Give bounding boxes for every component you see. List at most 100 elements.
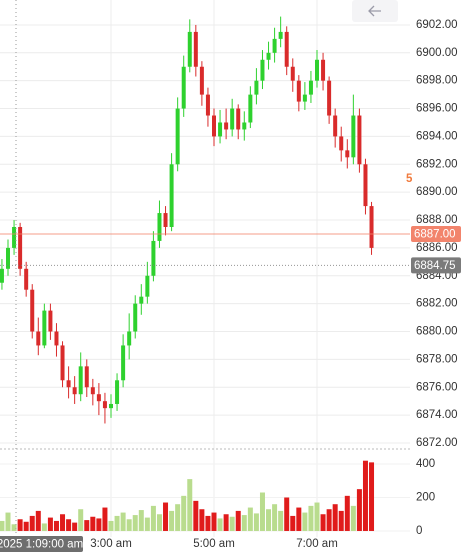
- countdown: 5: [406, 173, 413, 185]
- candle-body: [12, 226, 17, 248]
- y-tick-label: 6896.00: [416, 103, 458, 115]
- candle-body: [205, 94, 210, 116]
- candle-body: [109, 403, 113, 409]
- volume-bar: [102, 507, 108, 531]
- volume-bar: [326, 509, 332, 531]
- candle-body: [90, 387, 95, 395]
- x-tick-label: 3:00 am: [90, 538, 132, 550]
- candle-body: [175, 108, 180, 165]
- volume-bar: [169, 510, 175, 531]
- volume-bar: [205, 515, 211, 531]
- volume-bar: [314, 502, 320, 531]
- volume-bar: [181, 495, 187, 531]
- candle-body: [333, 115, 338, 137]
- candle-body: [236, 108, 241, 130]
- volume-bar: [150, 505, 156, 531]
- crosshair-label-box: [0, 536, 83, 552]
- candle-body: [278, 31, 283, 39]
- candle-body: [357, 115, 362, 165]
- candle-body: [266, 52, 271, 60]
- price-label: 6884.75: [414, 260, 456, 272]
- volume-bar: [187, 479, 193, 531]
- volume-bar: [356, 489, 362, 531]
- volume-bar: [266, 509, 272, 531]
- candle-body: [345, 150, 350, 158]
- y-tick-label: 6898.00: [416, 75, 458, 87]
- volume-tick-label: 200: [416, 492, 435, 504]
- volume-bar: [132, 515, 138, 531]
- volume-bar: [278, 510, 284, 531]
- candle-body: [163, 213, 168, 227]
- y-tick-label: 6878.00: [416, 353, 458, 365]
- volume-bar: [362, 460, 368, 531]
- candle-body: [169, 164, 174, 227]
- candle-body: [145, 275, 150, 297]
- y-tick-label: 6882.00: [416, 298, 458, 310]
- candle-body: [60, 345, 65, 381]
- price-label: 6887.00: [414, 228, 456, 240]
- volume-bar: [35, 510, 41, 531]
- volume-bar: [96, 518, 102, 531]
- x-tick-label: 5:00 am: [193, 538, 235, 550]
- back-arrow-icon: [368, 5, 381, 17]
- candle-body: [30, 289, 35, 332]
- volume-bar: [5, 512, 11, 531]
- candle-body: [66, 380, 71, 388]
- candle-body: [0, 268, 4, 283]
- volume-bar: [211, 512, 217, 531]
- y-tick-label: 6874.00: [416, 409, 458, 421]
- candle-body: [193, 31, 198, 67]
- candle-body: [242, 122, 247, 130]
- volume-bar: [272, 504, 278, 531]
- volume-bar: [235, 510, 241, 531]
- volume-bar: [223, 514, 229, 531]
- volume-bar: [11, 524, 17, 531]
- candle-body: [121, 345, 126, 381]
- candle-body: [127, 331, 132, 346]
- candle-body: [48, 310, 53, 332]
- price-label-box: [411, 225, 461, 242]
- y-tick-label: 6904.00: [416, 0, 458, 3]
- volume-tick-label: 0: [416, 525, 422, 537]
- candle-body: [72, 387, 77, 395]
- candle-body: [102, 401, 107, 409]
- candle-body: [115, 380, 120, 404]
- candle-body: [78, 366, 83, 395]
- y-tick-label: 6902.00: [416, 19, 458, 31]
- volume-bar: [84, 520, 90, 531]
- volume-bar: [163, 502, 169, 531]
- volume-bar: [229, 516, 235, 531]
- volume-bar: [60, 514, 66, 531]
- candle-body: [363, 164, 368, 207]
- candle-body: [321, 59, 326, 81]
- candle-body: [84, 366, 89, 388]
- candle-body: [351, 115, 356, 158]
- volume-bar: [338, 510, 344, 531]
- overlay: 6887.00 6884.75 5 2025 1:09:00 am: [0, 173, 461, 552]
- volume-tick-label: 400: [416, 458, 435, 470]
- candle-body: [302, 94, 307, 102]
- candle-body: [327, 80, 332, 116]
- volume-bar: [259, 492, 265, 531]
- grid: 6872.00 6874.00 6876.00 6878.00 6880.00 6882.…: [0, 0, 458, 550]
- volume-bar: [23, 521, 29, 531]
- candle-body: [212, 115, 216, 137]
- volume-bar: [78, 509, 84, 531]
- volume-bar: [332, 504, 338, 531]
- candles: [0, 16, 374, 424]
- y-tick-label: 6888.00: [416, 214, 458, 226]
- x-tick-label: 7:00 am: [296, 538, 338, 550]
- volume-bar: [302, 512, 308, 531]
- candle-body: [296, 80, 301, 102]
- y-tick-label: 6872.00: [416, 437, 458, 449]
- volume-bar: [29, 515, 35, 531]
- candle-body: [18, 226, 23, 269]
- y-tick-label: 6894.00: [416, 130, 458, 142]
- volume-bar: [108, 520, 114, 531]
- volume-bar: [369, 462, 375, 531]
- candle-body: [157, 213, 162, 241]
- y-tick-label: 6892.00: [416, 158, 458, 170]
- candle-body: [339, 136, 344, 151]
- volume-bar: [138, 510, 144, 531]
- candle-body: [315, 59, 319, 81]
